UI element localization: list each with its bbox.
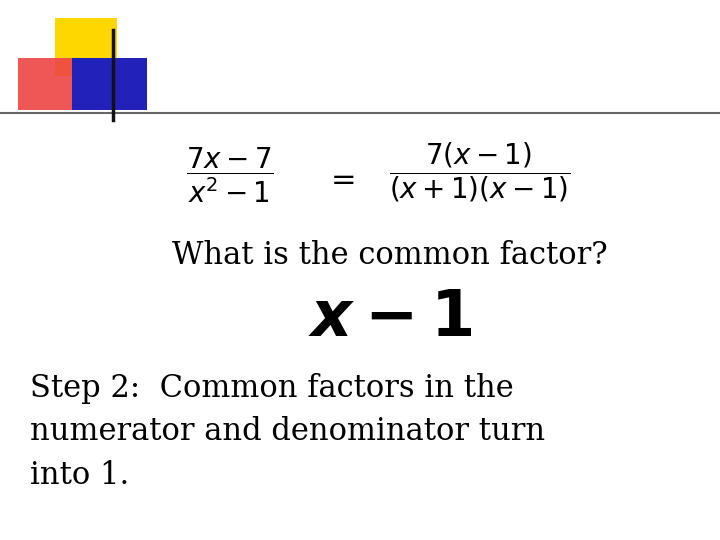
Text: $\boldsymbol{x-1}$: $\boldsymbol{x-1}$ (308, 287, 472, 348)
Text: What is the common factor?: What is the common factor? (172, 240, 608, 271)
Text: into 1.: into 1. (30, 461, 130, 491)
Text: Step 2:  Common factors in the: Step 2: Common factors in the (30, 373, 514, 403)
Text: $\dfrac{7(\mathit{x}-1)}{(\mathit{x}+1)(\mathit{x}-1)}$: $\dfrac{7(\mathit{x}-1)}{(\mathit{x}+1)(… (390, 140, 571, 204)
Text: $\dfrac{7\mathit{x}-7}{x^2-1}$: $\dfrac{7\mathit{x}-7}{x^2-1}$ (186, 145, 274, 205)
FancyBboxPatch shape (72, 58, 147, 110)
FancyBboxPatch shape (18, 58, 80, 110)
Text: numerator and denominator turn: numerator and denominator turn (30, 416, 545, 448)
FancyBboxPatch shape (55, 18, 117, 76)
Text: $=$: $=$ (325, 163, 355, 193)
